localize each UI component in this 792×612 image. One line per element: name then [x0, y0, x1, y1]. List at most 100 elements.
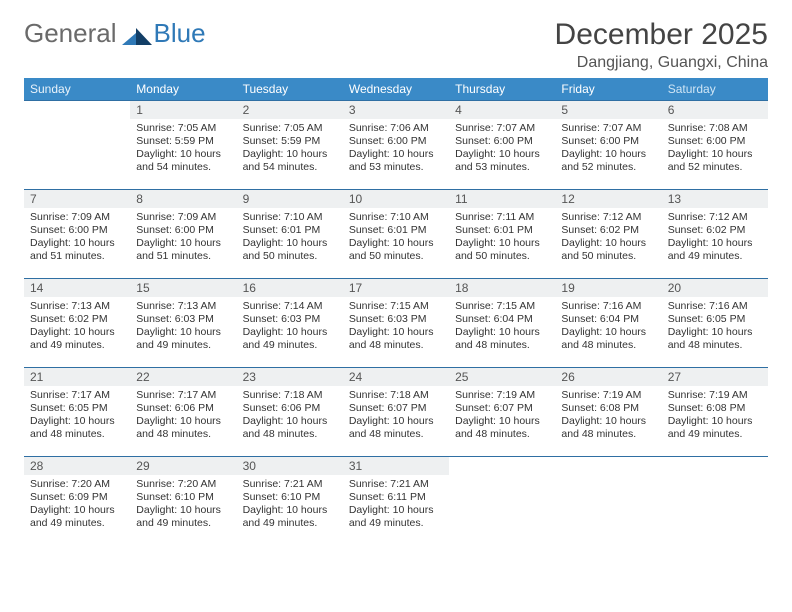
day-body: Sunrise: 7:14 AMSunset: 6:03 PMDaylight:…	[237, 297, 343, 357]
calendar-day-cell: 27Sunrise: 7:19 AMSunset: 6:08 PMDayligh…	[662, 368, 768, 457]
day-number: 18	[449, 279, 555, 297]
day-number: 21	[24, 368, 130, 386]
title-block: December 2025 Dangjiang, Guangxi, China	[555, 18, 768, 72]
day-body: Sunrise: 7:13 AMSunset: 6:02 PMDaylight:…	[24, 297, 130, 357]
weekday-header: Wednesday	[343, 78, 449, 101]
logo-word-2: Blue	[154, 18, 206, 49]
calendar-day-cell: 31Sunrise: 7:21 AMSunset: 6:11 PMDayligh…	[343, 457, 449, 546]
logo-word-1: General	[24, 18, 117, 49]
logo: General Blue	[24, 18, 206, 49]
day-number: 13	[662, 190, 768, 208]
calendar-week-row: 21Sunrise: 7:17 AMSunset: 6:05 PMDayligh…	[24, 368, 768, 457]
day-body: Sunrise: 7:09 AMSunset: 6:00 PMDaylight:…	[24, 208, 130, 268]
day-number: 20	[662, 279, 768, 297]
calendar-page: General Blue December 2025 Dangjiang, Gu…	[0, 0, 792, 563]
weekday-header: Tuesday	[237, 78, 343, 101]
weekday-header-row: SundayMondayTuesdayWednesdayThursdayFrid…	[24, 78, 768, 101]
topbar: General Blue December 2025 Dangjiang, Gu…	[24, 18, 768, 72]
calendar-day-cell: 28Sunrise: 7:20 AMSunset: 6:09 PMDayligh…	[24, 457, 130, 546]
calendar-day-cell: 14Sunrise: 7:13 AMSunset: 6:02 PMDayligh…	[24, 279, 130, 368]
day-number: 22	[130, 368, 236, 386]
day-number: 11	[449, 190, 555, 208]
day-body: Sunrise: 7:15 AMSunset: 6:04 PMDaylight:…	[449, 297, 555, 357]
day-number: 15	[130, 279, 236, 297]
day-body: Sunrise: 7:17 AMSunset: 6:06 PMDaylight:…	[130, 386, 236, 446]
calendar-day-cell: 9Sunrise: 7:10 AMSunset: 6:01 PMDaylight…	[237, 190, 343, 279]
calendar-day-cell: 30Sunrise: 7:21 AMSunset: 6:10 PMDayligh…	[237, 457, 343, 546]
calendar-day-cell: 15Sunrise: 7:13 AMSunset: 6:03 PMDayligh…	[130, 279, 236, 368]
day-number: 17	[343, 279, 449, 297]
day-number: 26	[555, 368, 661, 386]
day-number: 16	[237, 279, 343, 297]
weekday-header: Sunday	[24, 78, 130, 101]
day-number: 23	[237, 368, 343, 386]
calendar-week-row: 1Sunrise: 7:05 AMSunset: 5:59 PMDaylight…	[24, 101, 768, 190]
calendar-day-cell: 29Sunrise: 7:20 AMSunset: 6:10 PMDayligh…	[130, 457, 236, 546]
day-number: 2	[237, 101, 343, 119]
day-body: Sunrise: 7:18 AMSunset: 6:07 PMDaylight:…	[343, 386, 449, 446]
calendar-week-row: 28Sunrise: 7:20 AMSunset: 6:09 PMDayligh…	[24, 457, 768, 546]
calendar-week-row: 14Sunrise: 7:13 AMSunset: 6:02 PMDayligh…	[24, 279, 768, 368]
calendar-day-cell: 5Sunrise: 7:07 AMSunset: 6:00 PMDaylight…	[555, 101, 661, 190]
day-body: Sunrise: 7:05 AMSunset: 5:59 PMDaylight:…	[237, 119, 343, 179]
day-body: Sunrise: 7:05 AMSunset: 5:59 PMDaylight:…	[130, 119, 236, 179]
calendar-day-cell: 20Sunrise: 7:16 AMSunset: 6:05 PMDayligh…	[662, 279, 768, 368]
day-number: 7	[24, 190, 130, 208]
calendar-day-cell: 21Sunrise: 7:17 AMSunset: 6:05 PMDayligh…	[24, 368, 130, 457]
day-body: Sunrise: 7:21 AMSunset: 6:11 PMDaylight:…	[343, 475, 449, 535]
day-body: Sunrise: 7:10 AMSunset: 6:01 PMDaylight:…	[237, 208, 343, 268]
day-number: 30	[237, 457, 343, 475]
day-body: Sunrise: 7:07 AMSunset: 6:00 PMDaylight:…	[555, 119, 661, 179]
calendar-day-cell: 8Sunrise: 7:09 AMSunset: 6:00 PMDaylight…	[130, 190, 236, 279]
calendar-day-cell	[449, 457, 555, 546]
calendar-day-cell: 25Sunrise: 7:19 AMSunset: 6:07 PMDayligh…	[449, 368, 555, 457]
weekday-header: Saturday	[662, 78, 768, 101]
day-body: Sunrise: 7:18 AMSunset: 6:06 PMDaylight:…	[237, 386, 343, 446]
calendar-day-cell: 4Sunrise: 7:07 AMSunset: 6:00 PMDaylight…	[449, 101, 555, 190]
weekday-header: Monday	[130, 78, 236, 101]
calendar-day-cell: 17Sunrise: 7:15 AMSunset: 6:03 PMDayligh…	[343, 279, 449, 368]
calendar-day-cell: 26Sunrise: 7:19 AMSunset: 6:08 PMDayligh…	[555, 368, 661, 457]
day-number: 9	[237, 190, 343, 208]
calendar-day-cell: 3Sunrise: 7:06 AMSunset: 6:00 PMDaylight…	[343, 101, 449, 190]
calendar-day-cell: 19Sunrise: 7:16 AMSunset: 6:04 PMDayligh…	[555, 279, 661, 368]
calendar-day-cell: 2Sunrise: 7:05 AMSunset: 5:59 PMDaylight…	[237, 101, 343, 190]
calendar-day-cell	[555, 457, 661, 546]
calendar-week-row: 7Sunrise: 7:09 AMSunset: 6:00 PMDaylight…	[24, 190, 768, 279]
day-body: Sunrise: 7:12 AMSunset: 6:02 PMDaylight:…	[555, 208, 661, 268]
calendar-day-cell: 12Sunrise: 7:12 AMSunset: 6:02 PMDayligh…	[555, 190, 661, 279]
calendar-day-cell: 22Sunrise: 7:17 AMSunset: 6:06 PMDayligh…	[130, 368, 236, 457]
day-body: Sunrise: 7:15 AMSunset: 6:03 PMDaylight:…	[343, 297, 449, 357]
day-body: Sunrise: 7:20 AMSunset: 6:09 PMDaylight:…	[24, 475, 130, 535]
day-number: 31	[343, 457, 449, 475]
location-text: Dangjiang, Guangxi, China	[555, 54, 768, 72]
calendar-day-cell: 1Sunrise: 7:05 AMSunset: 5:59 PMDaylight…	[130, 101, 236, 190]
day-body: Sunrise: 7:21 AMSunset: 6:10 PMDaylight:…	[237, 475, 343, 535]
day-number: 3	[343, 101, 449, 119]
day-number: 29	[130, 457, 236, 475]
calendar-table: SundayMondayTuesdayWednesdayThursdayFrid…	[24, 78, 768, 545]
logo-mark-icon	[122, 23, 152, 45]
day-body: Sunrise: 7:19 AMSunset: 6:07 PMDaylight:…	[449, 386, 555, 446]
day-body: Sunrise: 7:06 AMSunset: 6:00 PMDaylight:…	[343, 119, 449, 179]
month-title: December 2025	[555, 18, 768, 52]
day-number: 25	[449, 368, 555, 386]
day-body: Sunrise: 7:10 AMSunset: 6:01 PMDaylight:…	[343, 208, 449, 268]
calendar-day-cell	[662, 457, 768, 546]
day-body: Sunrise: 7:16 AMSunset: 6:04 PMDaylight:…	[555, 297, 661, 357]
day-body: Sunrise: 7:09 AMSunset: 6:00 PMDaylight:…	[130, 208, 236, 268]
day-body: Sunrise: 7:13 AMSunset: 6:03 PMDaylight:…	[130, 297, 236, 357]
calendar-day-cell	[24, 101, 130, 190]
calendar-day-cell: 11Sunrise: 7:11 AMSunset: 6:01 PMDayligh…	[449, 190, 555, 279]
day-number: 14	[24, 279, 130, 297]
day-body: Sunrise: 7:11 AMSunset: 6:01 PMDaylight:…	[449, 208, 555, 268]
day-number: 12	[555, 190, 661, 208]
day-number: 8	[130, 190, 236, 208]
day-body: Sunrise: 7:08 AMSunset: 6:00 PMDaylight:…	[662, 119, 768, 179]
day-number: 6	[662, 101, 768, 119]
day-body: Sunrise: 7:19 AMSunset: 6:08 PMDaylight:…	[662, 386, 768, 446]
day-body: Sunrise: 7:07 AMSunset: 6:00 PMDaylight:…	[449, 119, 555, 179]
calendar-day-cell: 13Sunrise: 7:12 AMSunset: 6:02 PMDayligh…	[662, 190, 768, 279]
calendar-day-cell: 7Sunrise: 7:09 AMSunset: 6:00 PMDaylight…	[24, 190, 130, 279]
weekday-header: Thursday	[449, 78, 555, 101]
